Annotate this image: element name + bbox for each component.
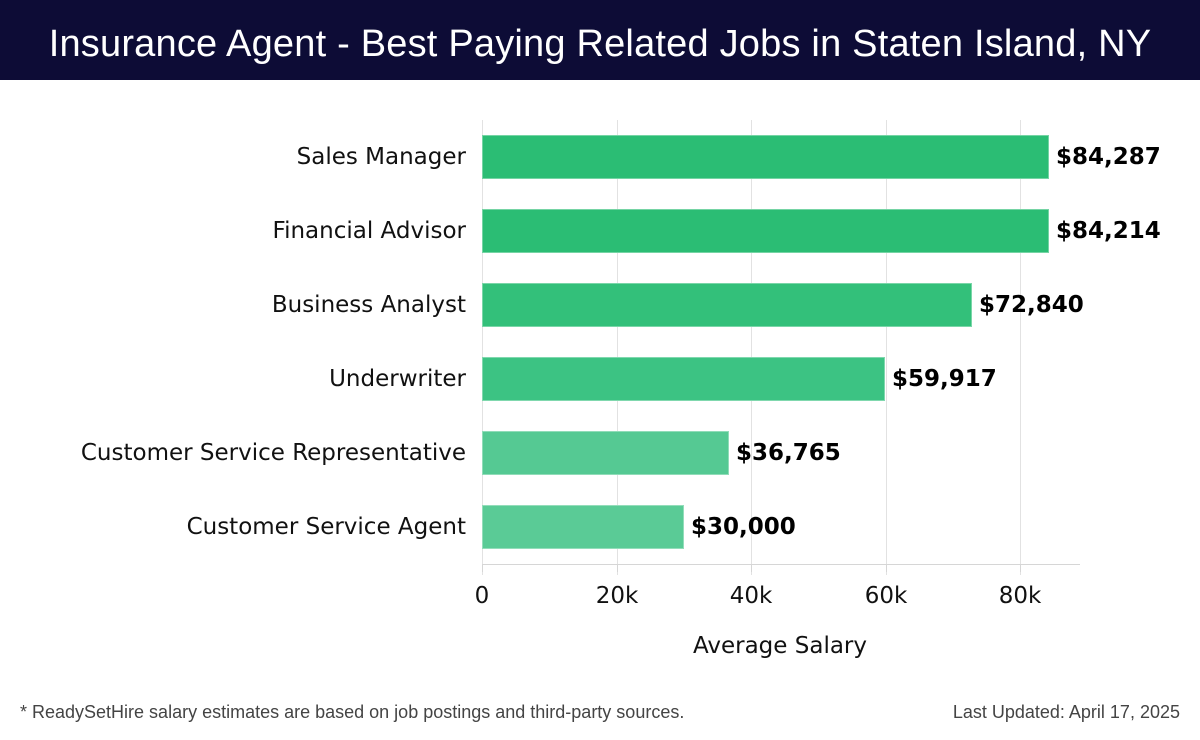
bar[interactable] bbox=[482, 357, 885, 401]
x-tick-label: 0 bbox=[474, 583, 490, 609]
x-tick-label: 40k bbox=[729, 583, 773, 609]
value-label: $59,917 bbox=[892, 366, 997, 392]
x-tick-label: 20k bbox=[595, 583, 639, 609]
category-label: Customer Service Agent bbox=[186, 514, 466, 540]
chart-title: Insurance Agent - Best Paying Related Jo… bbox=[48, 23, 1152, 65]
gridline bbox=[617, 120, 618, 575]
category-label: Sales Manager bbox=[296, 144, 466, 170]
category-label: Financial Advisor bbox=[272, 218, 466, 244]
bar[interactable] bbox=[482, 135, 1049, 179]
gridline bbox=[1020, 120, 1021, 575]
x-tick bbox=[886, 564, 887, 572]
x-tick-label: 80k bbox=[998, 583, 1042, 609]
x-axis bbox=[482, 564, 1080, 565]
value-label: $84,287 bbox=[1056, 144, 1161, 170]
value-label: $84,214 bbox=[1056, 218, 1161, 244]
bar[interactable] bbox=[482, 283, 972, 327]
last-updated: Last Updated: April 17, 2025 bbox=[952, 702, 1180, 722]
value-label: $72,840 bbox=[979, 292, 1084, 318]
title-banner: Insurance Agent - Best Paying Related Jo… bbox=[0, 0, 1200, 80]
category-label: Underwriter bbox=[329, 366, 466, 392]
bar[interactable] bbox=[482, 505, 684, 549]
gridline bbox=[482, 120, 483, 575]
value-label: $30,000 bbox=[691, 514, 796, 540]
footnote: * ReadySetHire salary estimates are base… bbox=[20, 702, 685, 722]
bar[interactable] bbox=[482, 431, 729, 475]
value-label: $36,765 bbox=[736, 440, 841, 466]
x-axis-label: Average Salary bbox=[692, 633, 867, 659]
gridline bbox=[886, 120, 887, 575]
gridline bbox=[751, 120, 752, 575]
category-label: Business Analyst bbox=[271, 292, 466, 318]
x-tick bbox=[1020, 564, 1021, 572]
category-label: Customer Service Representative bbox=[80, 440, 466, 466]
x-tick bbox=[751, 564, 752, 572]
x-tick bbox=[617, 564, 618, 572]
x-tick bbox=[482, 564, 483, 572]
x-tick-label: 60k bbox=[864, 583, 908, 609]
bar[interactable] bbox=[482, 209, 1049, 253]
